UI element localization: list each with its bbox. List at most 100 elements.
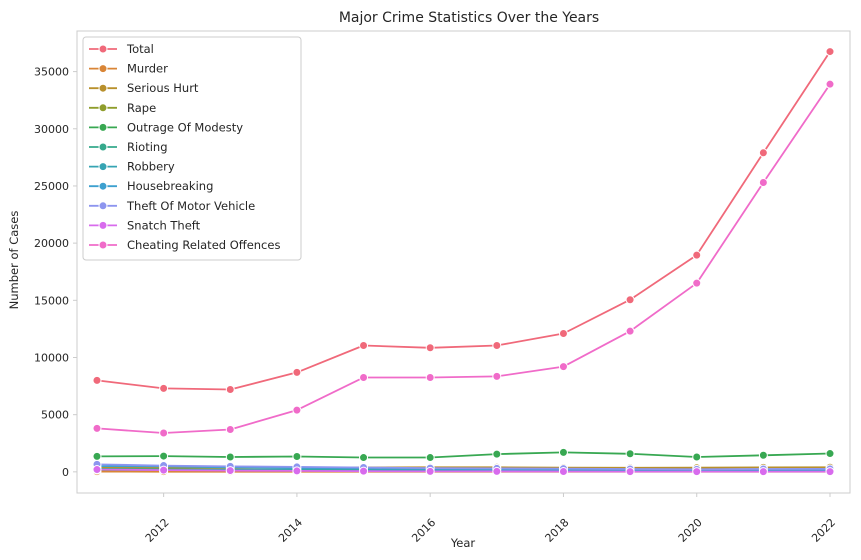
data-point — [359, 340, 369, 350]
x-tick-label: 2016 — [409, 516, 438, 545]
y-axis-label: Number of Cases — [7, 211, 21, 310]
data-point — [558, 362, 568, 372]
legend-label: Rape — [127, 101, 156, 115]
legend: Total Murder Serious Hurt Rape Outrage Of Mo… — [82, 36, 302, 261]
x-tick-label: 2020 — [676, 516, 705, 545]
data-point — [359, 453, 369, 463]
legend-marker — [98, 103, 108, 113]
data-point — [758, 450, 768, 460]
data-point — [92, 423, 102, 433]
legend-label: Outrage Of Modesty — [127, 120, 243, 134]
legend-label: Serious Hurt — [127, 81, 199, 95]
legend-entry: Snatch Theft — [89, 218, 201, 232]
data-point — [492, 371, 502, 381]
data-point — [558, 467, 568, 477]
legend-label: Robbery — [127, 160, 175, 174]
legend-marker — [98, 64, 108, 74]
data-point — [292, 466, 302, 476]
data-point — [558, 328, 568, 338]
data-point — [292, 367, 302, 377]
data-point — [625, 449, 635, 459]
data-point — [225, 425, 235, 435]
legend-marker — [98, 220, 108, 230]
data-point — [492, 449, 502, 459]
data-point — [292, 452, 302, 462]
data-point — [758, 148, 768, 158]
series-line-theft-of-motor-vehicle — [96, 463, 831, 471]
data-point — [425, 373, 435, 382]
series-line-snatch-theft — [96, 468, 830, 473]
data-point — [692, 452, 702, 462]
data-point — [692, 250, 702, 260]
y-tick-label: 30000 — [34, 123, 69, 136]
data-point — [825, 467, 835, 477]
x-tick-label: 2014 — [276, 516, 305, 545]
legend-marker — [98, 142, 108, 152]
y-tick-label: 10000 — [34, 351, 69, 364]
data-point — [692, 467, 702, 477]
legend-entry: Total — [89, 42, 154, 56]
legend-entry: Cheating Related Offences — [89, 238, 280, 252]
data-point — [425, 466, 435, 476]
data-point — [758, 178, 768, 188]
data-point — [359, 466, 369, 476]
x-tick-label: 2012 — [143, 516, 172, 545]
y-tick-label: 20000 — [34, 237, 69, 250]
x-tick-label: 2022 — [809, 516, 838, 545]
legend-marker — [98, 122, 108, 132]
data-point — [292, 405, 302, 415]
legend-marker — [98, 240, 108, 250]
plot-area — [92, 47, 835, 477]
data-point — [159, 451, 169, 461]
legend-marker — [98, 44, 108, 54]
data-point — [492, 466, 502, 476]
legend-label: Theft Of Motor Vehicle — [126, 199, 255, 213]
legend-box — [82, 36, 302, 261]
data-point — [225, 452, 235, 462]
series-line-outrage-of-modesty — [96, 451, 831, 459]
data-point — [225, 385, 235, 395]
data-point — [159, 428, 169, 438]
legend-entry: Rioting — [89, 140, 168, 154]
legend-label: Housebreaking — [127, 179, 213, 193]
data-point — [92, 375, 102, 385]
legend-entry: Theft Of Motor Vehicle — [89, 199, 255, 213]
legend-entry: Rape — [89, 101, 156, 115]
legend-label: Murder — [127, 62, 168, 76]
series-line-total — [96, 51, 831, 391]
data-point — [625, 295, 635, 305]
y-tick-label: 5000 — [41, 409, 69, 422]
x-axis-label: Year — [450, 536, 476, 550]
data-point — [92, 451, 102, 461]
legend-marker — [98, 83, 108, 93]
legend-marker — [98, 162, 108, 172]
data-point — [225, 466, 235, 476]
series-total — [92, 47, 835, 395]
data-point — [425, 343, 435, 353]
series-cheating-related-offences — [92, 79, 835, 438]
data-point — [425, 453, 435, 463]
y-tick-label: 15000 — [34, 294, 69, 307]
plot-frame — [76, 30, 851, 494]
y-tick-label: 0 — [62, 466, 69, 479]
series-outrage-of-modesty — [92, 447, 835, 463]
legend-entry: Housebreaking — [89, 179, 213, 193]
legend-label: Snatch Theft — [127, 218, 201, 232]
legend-label: Rioting — [127, 140, 168, 154]
data-point — [159, 465, 169, 475]
x-tick-label: 2018 — [543, 516, 572, 545]
series-snatch-theft — [92, 465, 835, 477]
data-point — [692, 278, 702, 288]
legend-label: Cheating Related Offences — [127, 238, 280, 252]
data-point — [558, 447, 568, 457]
legend-marker — [98, 201, 108, 211]
chart-title: Major Crime Statistics Over the Years — [339, 10, 599, 26]
data-point — [825, 79, 835, 89]
data-point — [825, 47, 835, 57]
legend-marker — [98, 181, 108, 191]
legend-entry: Outrage Of Modesty — [89, 120, 243, 134]
series-line-cheating-related-offences — [96, 83, 831, 434]
legend-entry: Robbery — [89, 160, 175, 174]
